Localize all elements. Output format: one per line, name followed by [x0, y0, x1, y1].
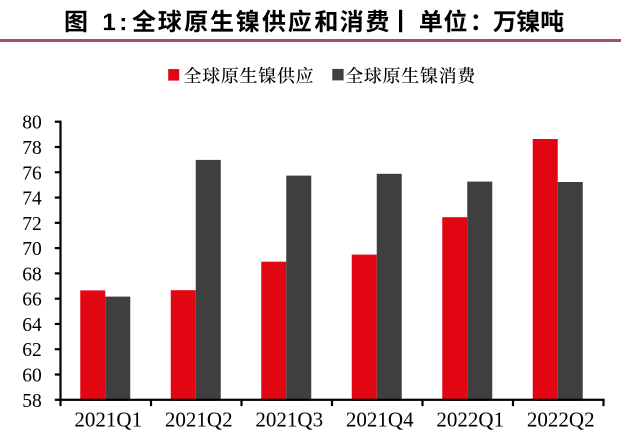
svg-text:80: 80 [22, 113, 42, 134]
svg-text:78: 78 [22, 138, 42, 159]
svg-text:2021Q1: 2021Q1 [74, 407, 142, 431]
svg-text:60: 60 [22, 366, 42, 387]
svg-text:62: 62 [22, 340, 42, 361]
svg-text:2021Q2: 2021Q2 [165, 407, 233, 431]
svg-text:2021Q4: 2021Q4 [346, 407, 414, 431]
svg-text:2022Q1: 2022Q1 [436, 407, 504, 431]
svg-text:2022Q2: 2022Q2 [527, 407, 595, 431]
svg-text:70: 70 [22, 239, 42, 260]
svg-text:58: 58 [22, 391, 42, 412]
svg-text:68: 68 [22, 264, 42, 285]
svg-text:66: 66 [22, 290, 42, 311]
svg-text:72: 72 [22, 214, 42, 235]
svg-text:64: 64 [22, 315, 42, 336]
svg-text:76: 76 [22, 163, 42, 184]
svg-text:74: 74 [22, 189, 42, 210]
svg-text:2021Q3: 2021Q3 [255, 407, 323, 431]
